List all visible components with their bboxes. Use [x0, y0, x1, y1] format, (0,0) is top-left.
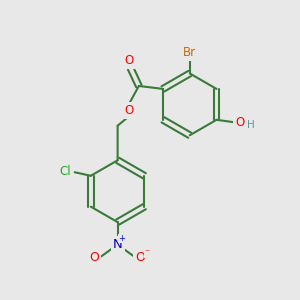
Text: H: H [247, 119, 255, 130]
Text: O: O [89, 251, 99, 264]
Text: O: O [124, 104, 133, 117]
Text: O: O [236, 116, 245, 129]
Text: +: + [118, 234, 125, 243]
Text: O: O [135, 251, 145, 264]
Text: N: N [113, 238, 122, 251]
Text: O: O [124, 54, 134, 67]
Text: Cl: Cl [59, 165, 71, 178]
Text: Br: Br [183, 46, 196, 59]
Text: ⁻: ⁻ [145, 248, 150, 258]
